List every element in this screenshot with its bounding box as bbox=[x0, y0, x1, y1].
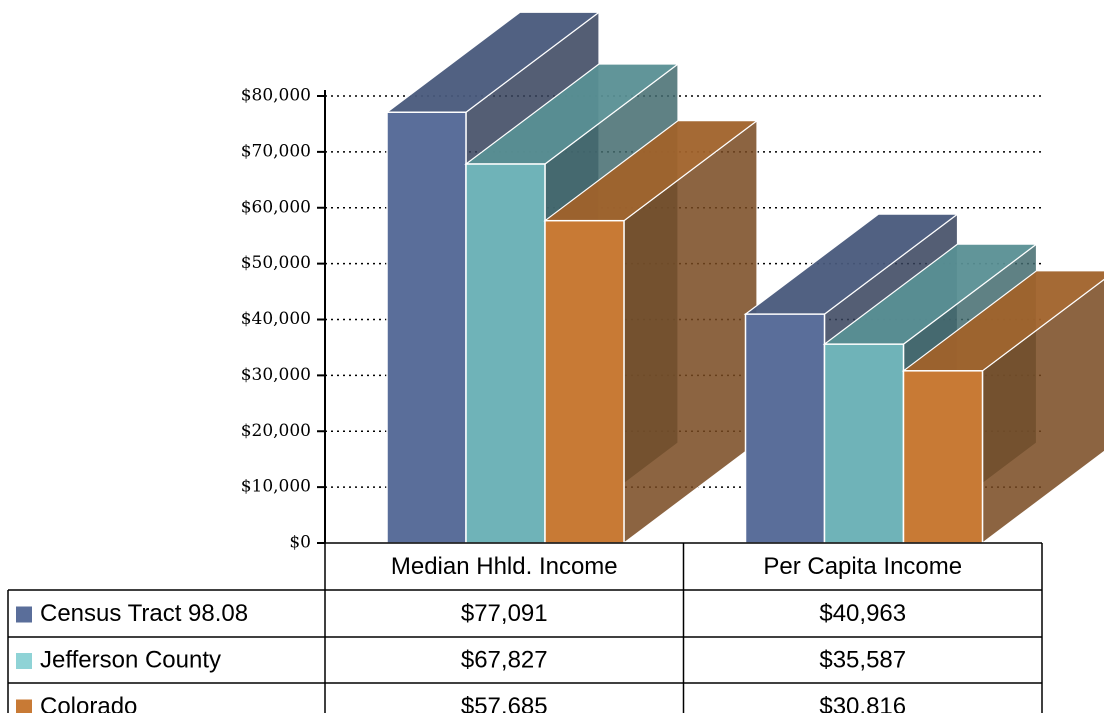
bar bbox=[386, 111, 467, 544]
y-tick-label: $20,000 bbox=[241, 421, 311, 441]
y-tick-label: $60,000 bbox=[241, 197, 311, 217]
table-value: $57,685 bbox=[461, 693, 548, 713]
y-tick-label: $10,000 bbox=[241, 477, 311, 497]
y-tick-label: $40,000 bbox=[241, 309, 311, 329]
column-header: Per Capita Income bbox=[763, 553, 962, 580]
table-value: $40,963 bbox=[819, 600, 906, 627]
legend-label: Jefferson County bbox=[40, 646, 221, 673]
y-tick-label: $0 bbox=[289, 533, 311, 553]
legend-swatch bbox=[16, 653, 32, 669]
table-value: $77,091 bbox=[461, 600, 548, 627]
y-tick-label: $80,000 bbox=[241, 86, 311, 106]
bar bbox=[902, 370, 984, 544]
y-tick-label: $70,000 bbox=[241, 141, 311, 161]
bar bbox=[465, 163, 546, 544]
table-value: $35,587 bbox=[819, 646, 906, 673]
legend-swatch bbox=[16, 699, 32, 713]
column-header: Median Hhld. Income bbox=[391, 553, 618, 580]
bar bbox=[544, 219, 625, 544]
legend-swatch bbox=[16, 606, 32, 623]
table-value: $30,816 bbox=[819, 693, 906, 713]
legend-label: Colorado bbox=[40, 693, 137, 713]
y-tick-label: $50,000 bbox=[241, 253, 311, 273]
bar bbox=[744, 313, 826, 544]
y-tick-label: $30,000 bbox=[241, 365, 311, 385]
bar bbox=[823, 343, 905, 544]
legend-label: Census Tract 98.08 bbox=[40, 600, 248, 627]
table-value: $67,827 bbox=[461, 646, 548, 673]
